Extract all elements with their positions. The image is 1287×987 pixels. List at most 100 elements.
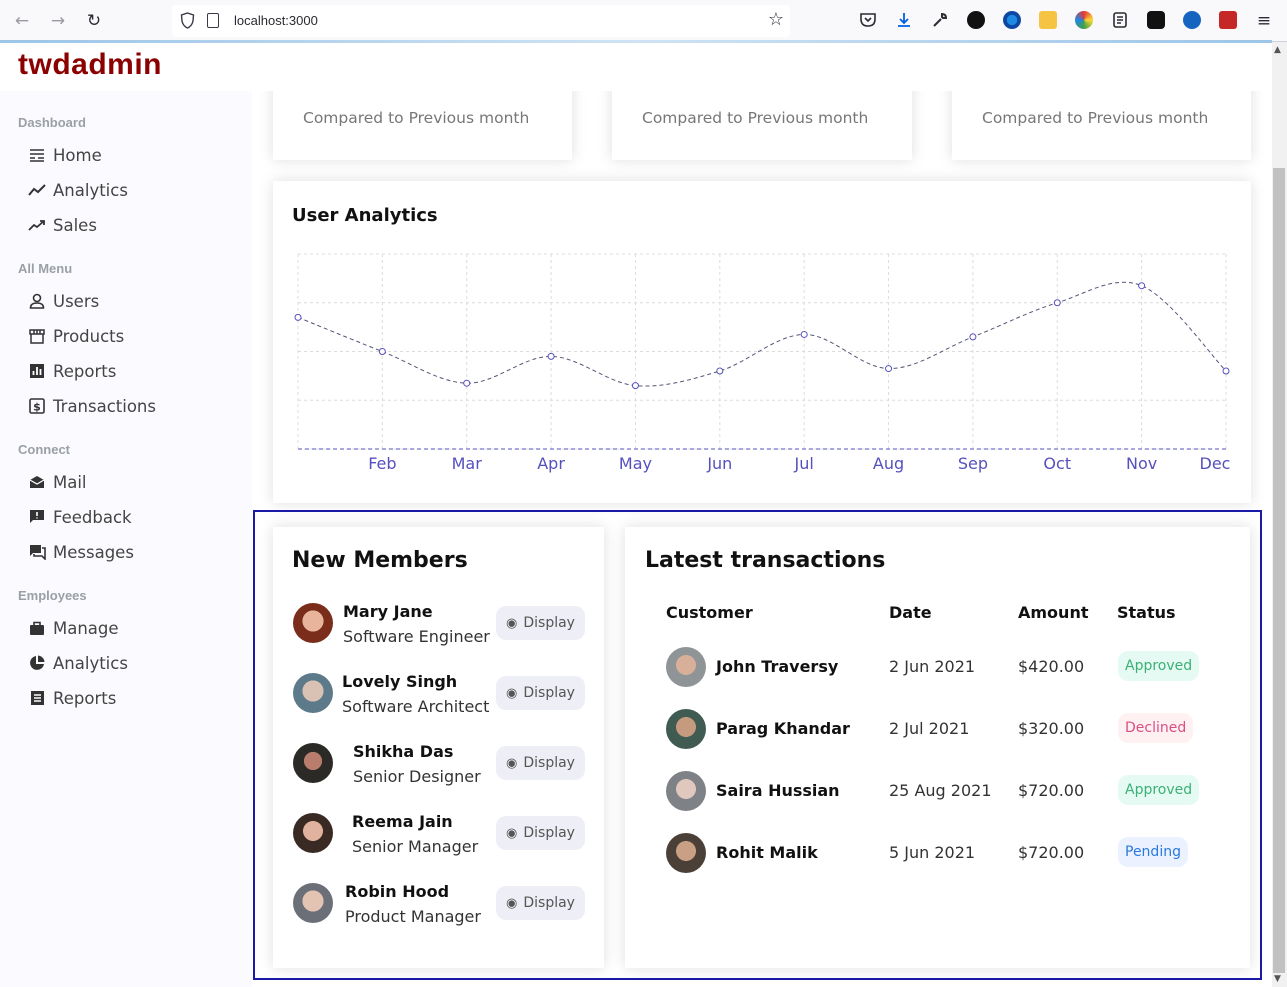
sidebar-item-sales[interactable]: Sales bbox=[28, 211, 228, 239]
display-button-label: Display bbox=[523, 895, 575, 911]
address-bar[interactable]: localhost:3000 ☆ bbox=[172, 5, 790, 37]
globe-extension-icon[interactable] bbox=[1003, 11, 1021, 29]
customer-name: John Traversy bbox=[716, 657, 839, 676]
sidebar-item-label: Feedback bbox=[53, 507, 132, 527]
x-tick-label: Dec bbox=[1200, 454, 1231, 473]
data-point[interactable] bbox=[1053, 299, 1061, 307]
transaction-amount: $720.00 bbox=[1018, 781, 1085, 800]
sidebar-item-label: Users bbox=[53, 291, 100, 311]
display-button[interactable]: ◉ Display bbox=[496, 816, 585, 850]
pie-chart-icon bbox=[28, 654, 46, 672]
sidebar-section-title: Employees bbox=[18, 588, 87, 603]
data-point[interactable] bbox=[1222, 367, 1230, 375]
sidebar-item-manage[interactable]: Manage bbox=[28, 614, 228, 642]
display-button[interactable]: ◉ Display bbox=[496, 676, 585, 710]
dollar-icon: $ bbox=[28, 397, 46, 415]
sidebar-item-label: Reports bbox=[53, 361, 117, 381]
sidebar-item-reports[interactable]: Reports bbox=[28, 357, 228, 385]
transaction-amount: $720.00 bbox=[1018, 843, 1085, 862]
sidebar-item-label: Sales bbox=[53, 215, 97, 235]
sidebar-item-employee-analytics[interactable]: Analytics bbox=[28, 649, 228, 677]
sidebar: Dashboard Home Analytics Sales All Menu … bbox=[0, 91, 252, 987]
twd-extension-icon[interactable] bbox=[967, 11, 985, 29]
sidebar-item-products[interactable]: Products bbox=[28, 322, 228, 350]
url-text[interactable]: localhost:3000 bbox=[234, 13, 318, 28]
latest-transactions-card: Latest transactions Customer Date Amount… bbox=[625, 527, 1250, 968]
column-header-customer: Customer bbox=[666, 603, 753, 622]
eye-icon: ◉ bbox=[506, 825, 518, 841]
transaction-amount: $420.00 bbox=[1018, 657, 1085, 676]
data-point[interactable] bbox=[969, 333, 977, 341]
reload-icon[interactable]: ↻ bbox=[86, 11, 102, 31]
member-avatar bbox=[293, 673, 333, 713]
display-button-label: Display bbox=[523, 755, 575, 771]
member-name: Robin Hood bbox=[345, 882, 450, 901]
member-name: Reema Jain bbox=[352, 812, 453, 831]
sidebar-item-mail[interactable]: Mail bbox=[28, 468, 228, 496]
sidebar-item-users[interactable]: Users bbox=[28, 287, 228, 315]
scroll-up-arrow-icon[interactable]: ▲ bbox=[1274, 45, 1281, 55]
sidebar-item-employee-reports[interactable]: Reports bbox=[28, 684, 228, 712]
gnome-extension-icon[interactable] bbox=[1147, 11, 1165, 29]
forward-icon[interactable]: → bbox=[50, 11, 66, 31]
menu-icon[interactable]: ≡ bbox=[1256, 11, 1272, 31]
display-button[interactable]: ◉ Display bbox=[496, 606, 585, 640]
member-name: Lovely Singh bbox=[342, 672, 458, 691]
scroll-down-arrow-icon[interactable]: ▼ bbox=[1274, 974, 1281, 984]
app-logo[interactable]: twdadmin bbox=[18, 48, 162, 81]
compare-text: Compared to Previous month bbox=[303, 109, 530, 127]
display-button[interactable]: ◉ Display bbox=[496, 746, 585, 780]
data-point[interactable] bbox=[1138, 282, 1146, 290]
data-point[interactable] bbox=[716, 367, 724, 375]
transaction-amount: $320.00 bbox=[1018, 719, 1085, 738]
sidebar-item-transactions[interactable]: $ Transactions bbox=[28, 392, 228, 420]
transaction-date: 25 Aug 2021 bbox=[889, 781, 992, 800]
sidebar-section-title: Dashboard bbox=[18, 115, 86, 130]
x-tick-label: Jul bbox=[794, 454, 814, 473]
x-tick-label: Mar bbox=[452, 454, 483, 473]
feedback-icon bbox=[28, 508, 46, 526]
user-analytics-chart: Feb Mar Apr May Jun Jul Aug Sep Oct Nov Dec bbox=[294, 253, 1231, 473]
play-extension-icon[interactable] bbox=[1183, 11, 1201, 29]
member-avatar bbox=[293, 603, 333, 643]
x-tick-label: Nov bbox=[1126, 454, 1157, 473]
wrench-icon[interactable] bbox=[931, 11, 949, 29]
sidebar-section-title: All Menu bbox=[18, 261, 73, 276]
data-point[interactable] bbox=[378, 348, 386, 355]
sidebar-item-feedback[interactable]: Feedback bbox=[28, 503, 228, 531]
data-point[interactable] bbox=[631, 382, 639, 390]
data-point[interactable] bbox=[294, 313, 302, 321]
customer-name: Saira Hussian bbox=[716, 781, 840, 800]
display-button-label: Display bbox=[523, 615, 575, 631]
back-icon[interactable]: ← bbox=[14, 11, 30, 31]
data-point[interactable] bbox=[463, 379, 471, 387]
data-point[interactable] bbox=[547, 352, 555, 360]
sidebar-item-analytics[interactable]: Analytics bbox=[28, 176, 228, 204]
notes-icon[interactable] bbox=[1111, 11, 1129, 29]
sidebar-item-label: Transactions bbox=[53, 396, 156, 416]
data-point[interactable] bbox=[885, 365, 893, 373]
display-button[interactable]: ◉ Display bbox=[496, 886, 585, 920]
status-badge: Approved bbox=[1118, 651, 1200, 681]
pocket-icon[interactable] bbox=[859, 11, 877, 29]
sidebar-item-label: Products bbox=[53, 326, 125, 346]
color-picker-icon[interactable] bbox=[1075, 11, 1093, 29]
x-tick-label: Aug bbox=[873, 454, 904, 473]
browser-toolbar: ← → ↻ localhost:3000 ☆ ≡ bbox=[0, 0, 1287, 42]
image-extension-icon[interactable] bbox=[1219, 11, 1237, 29]
data-point[interactable] bbox=[800, 330, 808, 338]
sidebar-item-label: Reports bbox=[53, 688, 117, 708]
slides-extension-icon[interactable] bbox=[1039, 11, 1057, 29]
scrollbar-thumb[interactable] bbox=[1273, 168, 1285, 973]
customer-avatar bbox=[666, 647, 706, 687]
download-icon[interactable] bbox=[895, 11, 913, 29]
trending-up-icon bbox=[28, 216, 46, 234]
sidebar-item-label: Analytics bbox=[53, 653, 128, 673]
sidebar-item-label: Home bbox=[53, 145, 102, 165]
customer-avatar bbox=[666, 771, 706, 811]
sidebar-item-messages[interactable]: Messages bbox=[28, 538, 228, 566]
transaction-date: 2 Jun 2021 bbox=[889, 657, 976, 676]
eye-icon: ◉ bbox=[506, 685, 518, 701]
sidebar-item-home[interactable]: Home bbox=[28, 141, 228, 169]
bookmark-star-icon[interactable]: ☆ bbox=[767, 9, 784, 30]
